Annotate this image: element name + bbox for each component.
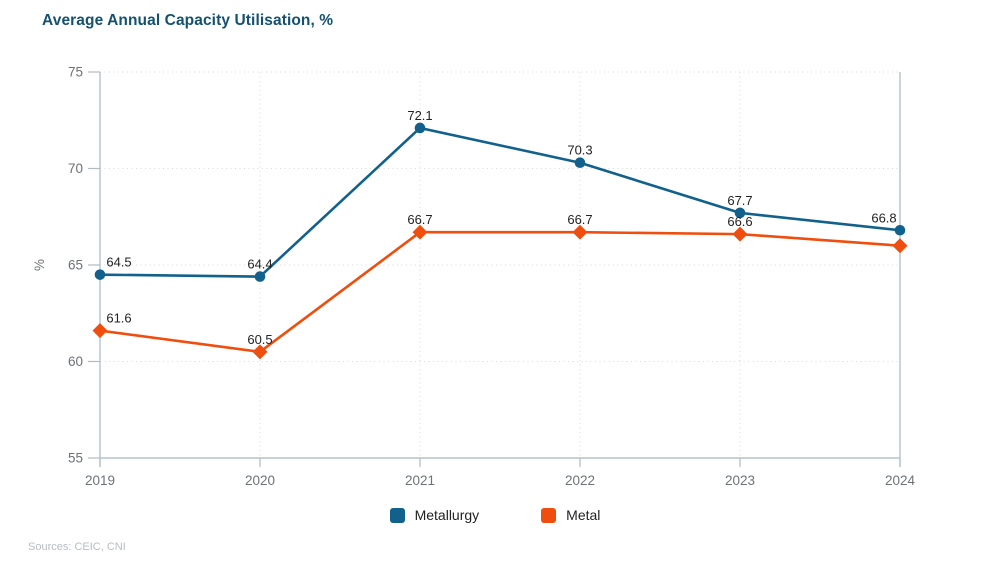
y-axis-tick-label: 65 [68, 258, 83, 273]
y-axis-tick-label: 70 [68, 161, 83, 176]
data-point-label: 67.7 [727, 193, 752, 208]
data-point-label: 64.5 [106, 255, 131, 270]
legend-label-metallurgy: Metallurgy [414, 507, 480, 523]
data-point-label: 64.4 [247, 257, 272, 272]
x-axis-tick-label: 2019 [85, 473, 115, 488]
metal-series-line [99, 230, 901, 354]
y-axis-tick-label: 55 [68, 451, 83, 466]
sources-note: Sources: CEIC, CNI [28, 541, 126, 553]
metallurgy-data-point[interactable] [894, 224, 906, 236]
metallurgy-data-point[interactable] [414, 122, 426, 134]
x-axis-tick-label: 2023 [725, 473, 755, 488]
x-axis-tick-label: 2024 [885, 473, 916, 488]
data-point-label: 70.3 [567, 143, 592, 158]
legend-item-metallurgy[interactable]: Metallurgy [389, 507, 480, 523]
metallurgy-data-point[interactable] [94, 269, 106, 280]
metal-data-point[interactable] [92, 323, 108, 339]
x-axis-tick-label: 2020 [245, 473, 275, 488]
metallurgy-data-point[interactable] [574, 157, 586, 169]
data-point-label: 66.8 [871, 210, 896, 225]
data-point-label: 66.7 [407, 212, 432, 227]
data-point-label: 66.7 [567, 212, 592, 227]
data-point-label: 72.1 [407, 108, 432, 123]
metallurgy-data-point[interactable] [254, 271, 266, 282]
chart-title: Average Annual Capacity Utilisation, % [42, 12, 334, 29]
x-axis-tick-label: 2021 [405, 473, 435, 488]
data-point-label: 61.6 [106, 311, 131, 326]
legend-item-metal[interactable]: Metal [541, 507, 600, 523]
data-point-label: 60.5 [247, 332, 272, 347]
metallurgy-swatch-icon [389, 507, 405, 523]
metallurgy-series-line [99, 126, 901, 278]
legend-label-metal: Metal [566, 507, 601, 523]
data-point-label: 66.6 [727, 214, 752, 229]
y-axis-title: % [32, 259, 47, 271]
metal-data-point[interactable] [892, 238, 908, 254]
line-chart: 55 60 65 70 75 2019 2020 2021 2022 2023 2024% 64.5 6… [32, 65, 916, 489]
x-axis-tick-label: 2022 [565, 473, 595, 488]
y-axis-tick-label: 75 [68, 65, 83, 80]
y-axis-tick-label: 60 [68, 354, 83, 369]
metallurgy-data-point[interactable] [734, 207, 746, 219]
chart-legend: Metallurgy Metal [0, 507, 990, 523]
metal-swatch-icon [541, 507, 557, 523]
